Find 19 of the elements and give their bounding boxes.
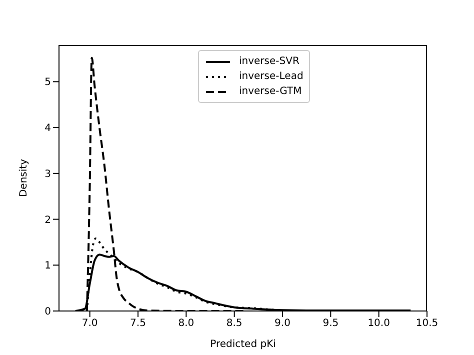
x-axis-title: Predicted pKi xyxy=(210,339,276,350)
x-tick-label: 9.0 xyxy=(274,318,290,330)
x-tick-label: 8.0 xyxy=(178,318,194,330)
x-tick-label: 10.0 xyxy=(368,318,390,330)
x-tick-label: 7.5 xyxy=(130,318,146,330)
y-tick-label: 4 xyxy=(44,123,51,134)
x-tick-label: 10.5 xyxy=(416,318,438,330)
y-tick-label: 2 xyxy=(44,214,51,226)
y-tick-label: 3 xyxy=(44,168,51,180)
legend-label: inverse-GTM xyxy=(239,86,302,97)
legend-label: inverse-Lead xyxy=(239,71,304,82)
legend-label: inverse-SVR xyxy=(239,56,300,67)
y-axis-title: Density xyxy=(18,158,30,198)
y-tick-label: 0 xyxy=(44,306,51,318)
y-tick-label: 5 xyxy=(44,77,51,88)
x-tick-label: 7.0 xyxy=(82,318,98,330)
x-tick-label: 8.5 xyxy=(226,318,242,330)
y-tick-label: 1 xyxy=(44,260,51,272)
x-tick-label: 9.5 xyxy=(322,318,339,330)
